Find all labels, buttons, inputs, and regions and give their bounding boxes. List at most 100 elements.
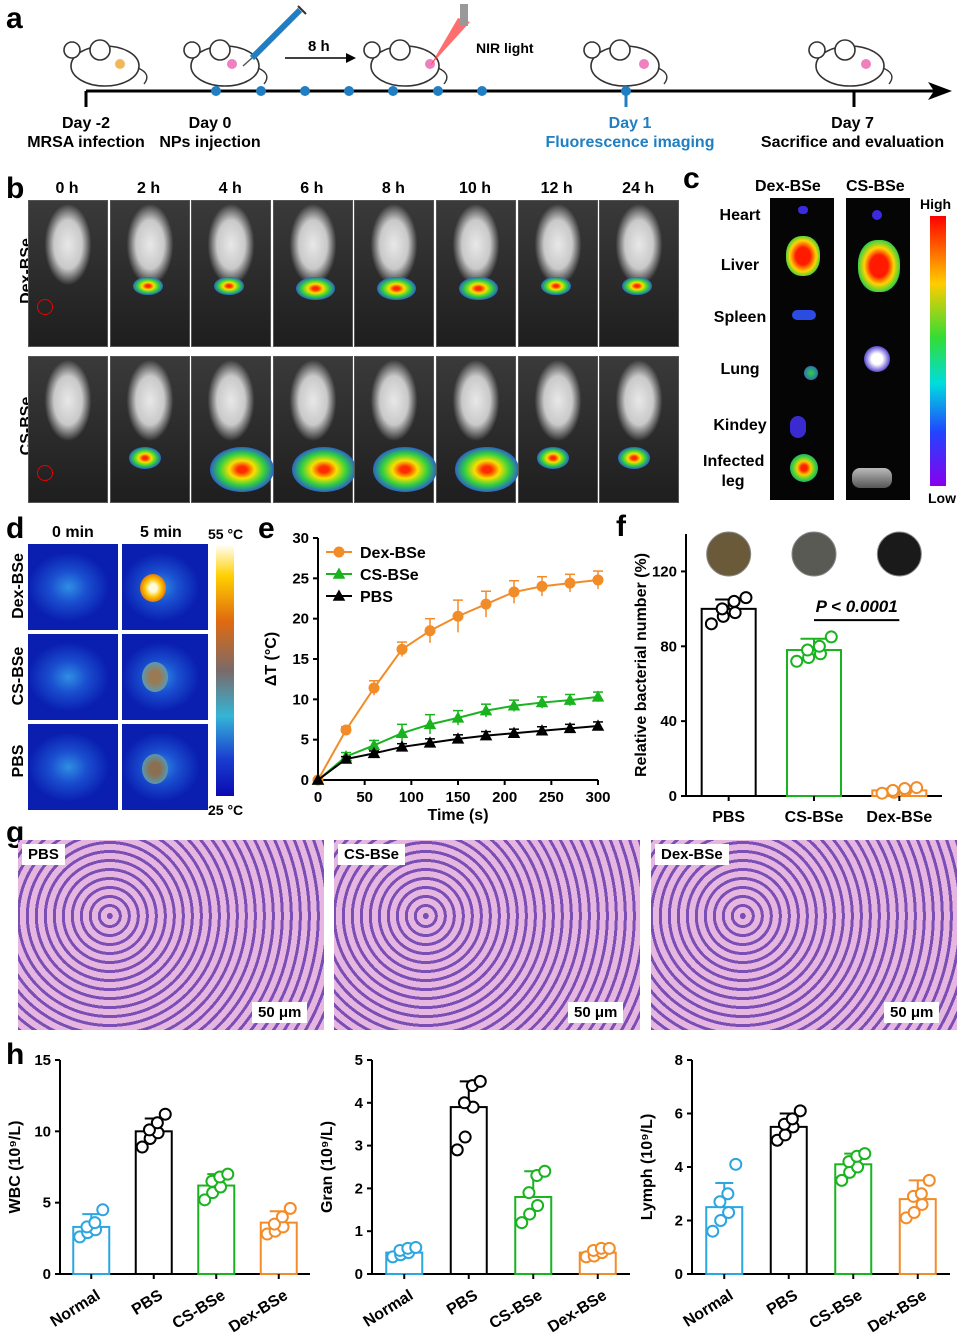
data-point: [886, 783, 900, 797]
organ-colorbar: [930, 216, 946, 486]
data-point: [142, 1123, 156, 1137]
data-point: [729, 1157, 743, 1171]
fluorescence-image: [28, 200, 108, 347]
x-tick-label: CS-BSe: [170, 1287, 229, 1333]
data-point: [423, 717, 437, 730]
data-point: [922, 1173, 936, 1187]
data-point: [536, 580, 548, 592]
x-axis-label: Time (s): [427, 807, 488, 824]
time-header: 10 h: [458, 180, 491, 197]
data-point: [564, 577, 576, 589]
time-header: 8 h: [381, 180, 405, 197]
x-tick-label: PBS: [444, 1287, 481, 1319]
legend-label: PBS: [360, 589, 393, 606]
data-point: [409, 1240, 423, 1254]
scale-bar: 50 μm: [252, 1002, 308, 1023]
organ-col-dex: Dex-BSe: [755, 178, 821, 195]
legend-label: Dex-BSe: [360, 545, 426, 562]
bar-PBS: [769, 1125, 808, 1275]
y-tick-label: 10: [292, 691, 309, 708]
fluorescence-image: [272, 200, 353, 347]
y-tick-label: 5: [43, 1195, 51, 1212]
y-tick-label: 1: [355, 1223, 363, 1240]
x-tick-label: 0: [314, 789, 322, 806]
y-tick-label: 30: [292, 530, 309, 547]
data-point: [523, 1207, 537, 1221]
time-header: 24 h: [622, 180, 655, 197]
y-axis-label: Gran (10⁹/L): [320, 1121, 336, 1213]
organ-image-cs: [846, 198, 910, 500]
thermal-image: [122, 634, 208, 720]
event-day-1: Day 1 Fluorescence imaging: [545, 115, 715, 151]
y-tick-label: 5: [355, 1052, 363, 1069]
data-point: [591, 690, 605, 702]
panel-label-a: a: [6, 2, 23, 35]
chart-gran: 0 1 2 3 4 5 Gran (10⁹/L) Normal PBS CS-BSe Dex-BSe: [320, 1052, 630, 1336]
data-point: [340, 724, 352, 736]
y-tick-label: 15: [292, 651, 309, 668]
event-day-0: Day 0 NPs injection: [159, 115, 261, 151]
chart-lymph: 0 2 4 6 8 Lymph (10⁹/L) Normal PBS CS-BSe Dex-BSe: [640, 1052, 950, 1336]
y-tick-label: 0: [675, 1266, 683, 1283]
data-point: [267, 1217, 281, 1231]
data-point: [858, 1147, 872, 1161]
thermal-scale-max: 55 °C: [208, 526, 244, 542]
time-header: 0 h: [55, 180, 79, 197]
thermal-row-pbs: PBS: [10, 744, 27, 778]
agar-plate-image: [876, 531, 922, 577]
data-point: [910, 781, 924, 795]
histology-image-cs: [334, 840, 640, 1030]
data-point: [451, 711, 465, 723]
data-point: [395, 726, 409, 738]
bar-PBS: [700, 607, 757, 797]
y-tick-label: 8: [675, 1052, 683, 1069]
data-point: [507, 699, 521, 711]
data-point: [135, 1140, 149, 1154]
data-point: [898, 782, 912, 796]
data-point: [714, 1214, 728, 1227]
fluorescence-image: [28, 356, 108, 503]
y-tick-label: 0: [355, 1266, 363, 1283]
fluorescence-image: [436, 356, 519, 503]
data-point: [801, 643, 815, 657]
y-tick-label: 0: [301, 772, 309, 789]
data-point: [457, 1096, 471, 1110]
data-point: [283, 1201, 297, 1215]
fluorescence-image: [517, 200, 598, 347]
fluorescence-image: [272, 356, 356, 503]
y-tick-label: 0: [43, 1266, 51, 1283]
fluorescence-image: [109, 200, 190, 347]
data-point: [96, 1203, 110, 1217]
legend-label: CS-BSe: [360, 567, 419, 584]
x-tick-label: Dex-BSe: [865, 1287, 930, 1336]
thermal-col-0: 0 min: [52, 524, 94, 541]
y-tick-label: 6: [675, 1106, 683, 1123]
time-header: 6 h: [300, 180, 324, 197]
fluorescence-image: [354, 200, 435, 347]
panel-label-c: c: [683, 162, 700, 195]
x-tick-label: 250: [539, 789, 564, 806]
thermal-image: [28, 724, 118, 810]
fluorescence-image: [599, 200, 680, 347]
data-point: [423, 736, 437, 748]
data-point: [450, 1143, 464, 1157]
x-tick-label: CS-BSe: [807, 1287, 866, 1333]
data-point: [907, 1205, 921, 1219]
histology-label-pbs: PBS: [22, 844, 65, 865]
x-tick-label: CS-BSe: [487, 1287, 546, 1333]
histology-image-dex: [651, 840, 957, 1030]
data-point: [198, 1193, 212, 1207]
data-point: [715, 602, 729, 616]
x-tick-label: PBS: [764, 1287, 801, 1319]
p-value-annotation: P < 0.0001: [816, 597, 898, 616]
fluorescence-image: [354, 356, 438, 503]
y-tick-label: 2: [355, 1180, 363, 1197]
data-point: [88, 1216, 102, 1230]
bar-CS-BSe: [786, 649, 842, 798]
data-point: [479, 729, 493, 741]
data-point: [451, 732, 465, 744]
irradiation-dots: [211, 86, 631, 96]
data-point: [785, 1112, 799, 1126]
